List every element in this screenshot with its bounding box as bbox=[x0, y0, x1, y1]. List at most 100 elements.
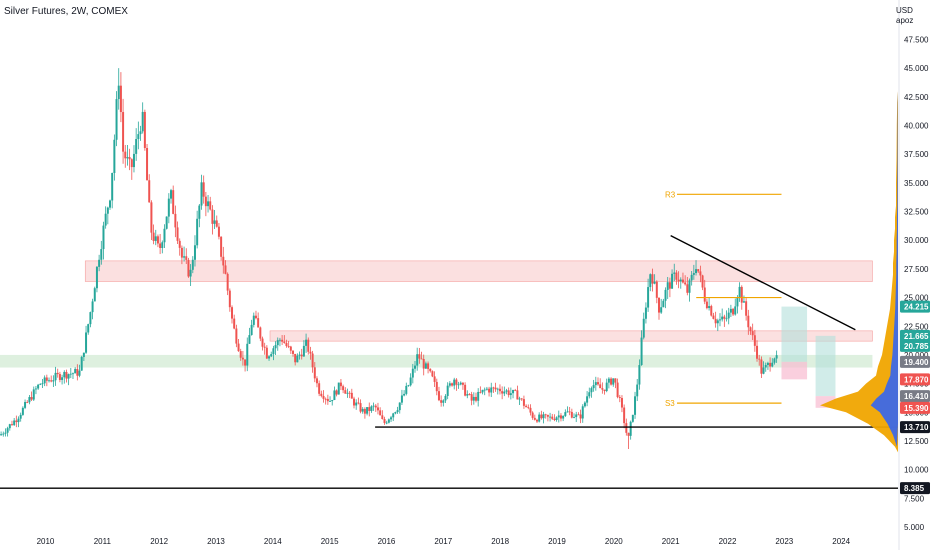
price-tag-bg bbox=[900, 482, 930, 495]
candle-body-205 bbox=[446, 385, 449, 396]
candle-body-253 bbox=[551, 416, 554, 419]
candle-body-249 bbox=[542, 414, 545, 419]
candle-body-180 bbox=[392, 413, 395, 418]
candle-body-283 bbox=[616, 382, 619, 398]
candle-body-187 bbox=[407, 385, 410, 387]
candle-body-34 bbox=[74, 368, 77, 374]
candle-body-55 bbox=[119, 85, 122, 113]
price-tick-label: 20.000 bbox=[904, 351, 929, 360]
candle-body-115 bbox=[250, 324, 253, 336]
candle-body-250 bbox=[544, 414, 547, 416]
candle-body-44 bbox=[95, 266, 98, 289]
candle-body-62 bbox=[135, 139, 138, 154]
candle-body-129 bbox=[281, 339, 284, 342]
candle-body-7 bbox=[15, 420, 18, 423]
candle-body-66 bbox=[143, 111, 146, 149]
candle-body-155 bbox=[337, 382, 340, 395]
candle-body-328 bbox=[714, 318, 717, 324]
candle-body-209 bbox=[455, 379, 458, 385]
candle-body-31 bbox=[67, 374, 70, 379]
candle-body-300 bbox=[653, 281, 656, 284]
candle-body-343 bbox=[747, 315, 750, 328]
candle-body-147 bbox=[320, 393, 323, 396]
candle-body-15 bbox=[32, 389, 35, 400]
candle-body-167 bbox=[363, 408, 366, 414]
price-axis[interactable]: 5.0007.50010.00012.50015.00017.50020.000… bbox=[904, 35, 929, 532]
candle-body-354 bbox=[771, 362, 774, 367]
candle-body-23 bbox=[50, 380, 53, 382]
candle-body-99 bbox=[215, 220, 218, 227]
candle-body-68 bbox=[148, 180, 151, 203]
candle-body-198 bbox=[431, 371, 434, 377]
candle-body-292 bbox=[636, 384, 639, 397]
candle-body-72 bbox=[156, 236, 159, 244]
candle-body-276 bbox=[601, 388, 604, 390]
candle-body-137 bbox=[298, 354, 301, 356]
currency-label: USD apoz bbox=[896, 6, 920, 26]
candle-body-277 bbox=[603, 389, 606, 392]
candle-body-13 bbox=[28, 397, 31, 403]
time-tick-label: 2019 bbox=[548, 537, 566, 546]
candle-body-199 bbox=[433, 376, 436, 382]
price-tag-bg bbox=[900, 355, 930, 368]
positions-layer bbox=[781, 306, 836, 408]
candle-body-304 bbox=[662, 300, 665, 308]
candle-body-219 bbox=[477, 391, 480, 401]
candle-body-75 bbox=[163, 228, 166, 243]
candle-body-271 bbox=[590, 388, 593, 393]
candle-body-121 bbox=[263, 346, 266, 348]
candle-body-19 bbox=[41, 383, 44, 385]
candle-body-269 bbox=[586, 396, 589, 403]
candle-body-126 bbox=[274, 345, 277, 349]
candle-body-301 bbox=[655, 281, 658, 298]
candle-body-235 bbox=[512, 389, 515, 394]
candle-body-29 bbox=[63, 371, 66, 378]
time-axis[interactable]: 2010 2011 2012 2013 2014 2015 2016 2017 2018 2019… bbox=[37, 537, 851, 546]
candle-body-344 bbox=[749, 327, 752, 332]
candle-body-103 bbox=[224, 265, 227, 274]
candle-body-182 bbox=[396, 410, 399, 413]
candle-body-94 bbox=[204, 196, 207, 207]
candle-body-46 bbox=[100, 249, 103, 260]
candle-body-226 bbox=[492, 387, 495, 389]
candle-body-245 bbox=[533, 417, 536, 420]
price-tag-bg bbox=[900, 421, 930, 434]
candle-body-305 bbox=[664, 289, 667, 301]
candle-body-9 bbox=[19, 414, 22, 419]
candle-body-157 bbox=[342, 386, 345, 391]
candle-body-174 bbox=[379, 410, 382, 416]
candle-body-311 bbox=[677, 279, 680, 282]
candle-body-24 bbox=[52, 380, 55, 382]
candle-body-197 bbox=[429, 368, 432, 372]
candle-body-236 bbox=[514, 389, 517, 391]
candle-body-233 bbox=[507, 390, 510, 396]
candle-body-227 bbox=[494, 387, 497, 390]
candle-body-41 bbox=[89, 312, 92, 325]
candles-layer bbox=[0, 68, 778, 449]
candle-body-69 bbox=[150, 202, 153, 233]
candle-body-281 bbox=[612, 378, 615, 385]
candle-body-162 bbox=[353, 398, 356, 406]
candle-body-97 bbox=[211, 209, 214, 224]
candle-body-58 bbox=[126, 157, 129, 159]
time-tick-label: 2023 bbox=[775, 537, 793, 546]
candle-body-50 bbox=[109, 200, 112, 208]
candle-body-299 bbox=[651, 274, 654, 284]
candle-body-223 bbox=[485, 388, 488, 390]
candle-body-106 bbox=[231, 307, 234, 319]
candle-body-266 bbox=[579, 414, 582, 419]
candle-body-247 bbox=[538, 414, 541, 422]
candle-body-135 bbox=[294, 353, 297, 363]
candle-body-156 bbox=[339, 382, 342, 387]
candle-body-200 bbox=[435, 381, 438, 392]
candle-body-168 bbox=[366, 407, 369, 414]
position-1-target-box bbox=[781, 306, 808, 362]
candle-body-229 bbox=[498, 388, 501, 392]
candle-body-133 bbox=[289, 346, 292, 351]
candle-body-272 bbox=[592, 385, 595, 389]
candle-body-241 bbox=[525, 405, 528, 408]
price-tick-label: 42.500 bbox=[904, 93, 929, 102]
candle-body-177 bbox=[385, 422, 388, 424]
